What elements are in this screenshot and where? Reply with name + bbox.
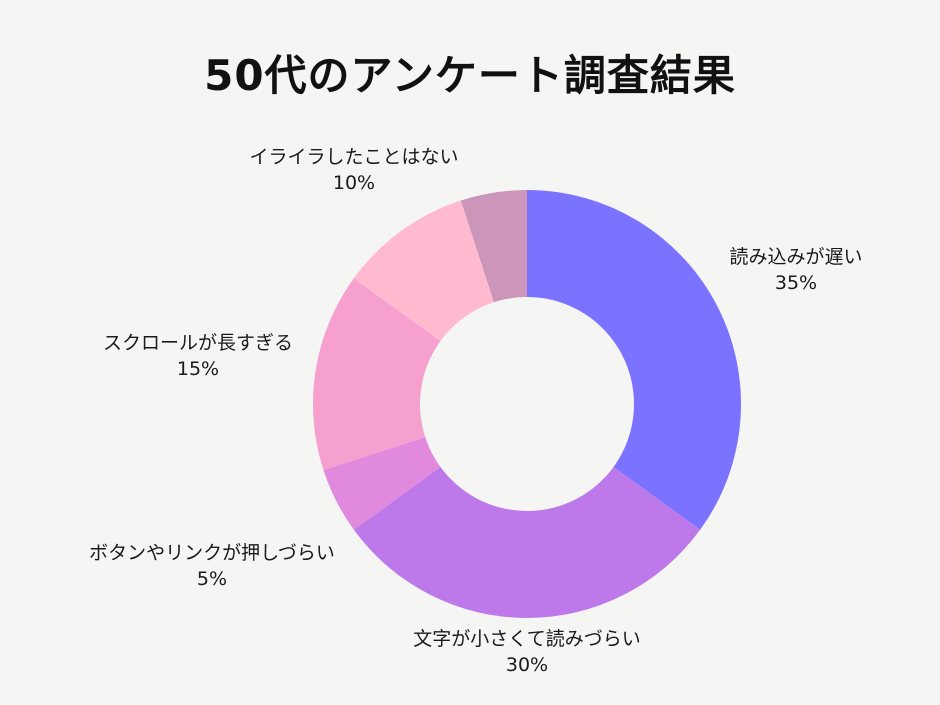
label-slow-loading: 読み込みが遅い 35% <box>729 246 863 294</box>
label-long-scroll: スクロールが長すぎる 15% <box>102 332 294 380</box>
slice-0 <box>527 190 741 530</box>
donut-hole <box>420 297 634 511</box>
label-never-frustrated: イライラしたことはない 10% <box>249 146 459 194</box>
slice-1 <box>353 404 701 619</box>
slice-3 <box>313 278 527 471</box>
label-hard-to-tap: ボタンやリンクが押しづらい 5% <box>89 542 335 590</box>
label-small-text: 文字が小さくて読みづらい 30% <box>413 628 641 676</box>
chart-title: 50代のアンケート調査結果 <box>204 51 736 100</box>
